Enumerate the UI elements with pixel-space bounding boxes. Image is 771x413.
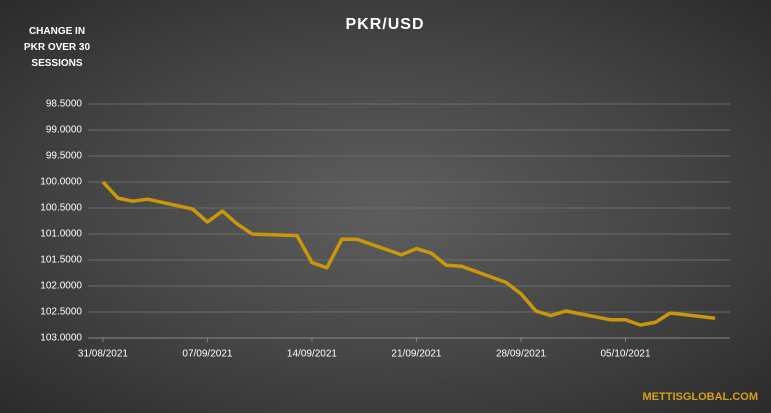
x-tick-label: 14/09/2021 (287, 349, 337, 360)
x-tick-label: 21/09/2021 (391, 349, 441, 360)
y-tick-label: 99.0000 (46, 125, 83, 136)
y-tick-label: 98.5000 (46, 99, 83, 110)
x-tick-label: 28/09/2021 (496, 349, 546, 360)
y-tick-label: 100.0000 (40, 177, 82, 188)
y-tick-label: 101.0000 (40, 229, 82, 240)
x-tick-label: 31/08/2021 (78, 349, 128, 360)
y-tick-label: 102.0000 (40, 281, 82, 292)
y-tick-label: 101.5000 (40, 255, 82, 266)
x-tick-label: 07/09/2021 (182, 349, 232, 360)
x-tick-label: 05/10/2021 (600, 349, 650, 360)
chart-title: PKR/USD (345, 16, 424, 33)
line (101, 180, 716, 327)
y-tick-label: 99.5000 (46, 151, 83, 162)
y-tick-label: 102.5000 (40, 307, 82, 318)
y-tick-label: 100.5000 (40, 203, 82, 214)
y-label: CHANGE IN PKR OVER 30 SESSIONS (23, 26, 91, 69)
y-tick-label: 103.0000 (40, 333, 82, 344)
source: METTISGLOBAL.COM (643, 391, 759, 403)
